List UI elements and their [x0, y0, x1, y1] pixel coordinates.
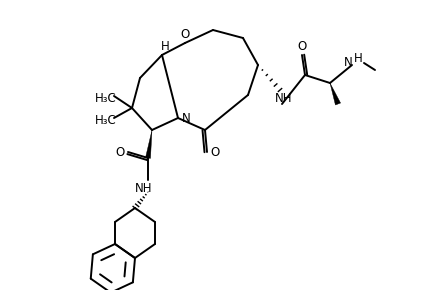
- Text: N: N: [343, 57, 352, 70]
- Text: H₃C: H₃C: [95, 113, 117, 126]
- Text: NH: NH: [275, 92, 293, 104]
- Text: O: O: [210, 146, 220, 159]
- Polygon shape: [330, 83, 340, 105]
- Text: O: O: [180, 28, 190, 41]
- Text: O: O: [297, 41, 307, 53]
- Text: H₃C: H₃C: [95, 92, 117, 104]
- Polygon shape: [145, 130, 152, 158]
- Text: N: N: [181, 111, 190, 124]
- Text: H: H: [161, 39, 169, 52]
- Text: NH: NH: [135, 182, 153, 195]
- Text: O: O: [115, 146, 125, 159]
- Text: H: H: [354, 52, 363, 66]
